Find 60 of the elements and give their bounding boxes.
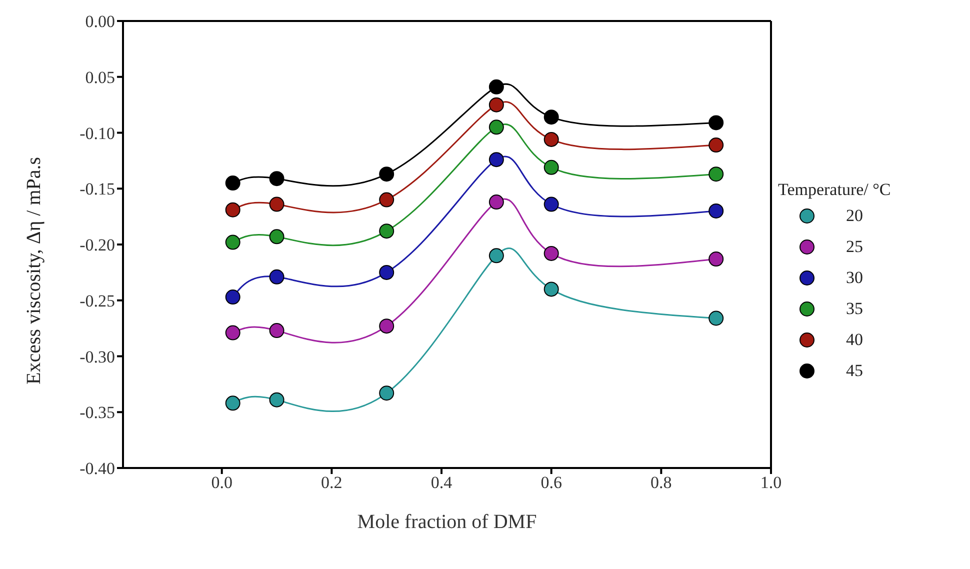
point <box>269 323 284 338</box>
x-tick-label: 1.0 <box>760 473 782 492</box>
legend-label: 40 <box>846 330 863 350</box>
x-tick-label: 0.6 <box>540 473 562 492</box>
y-tick-label: -0.35 <box>80 403 115 422</box>
point <box>544 196 559 212</box>
y-tick-label: -0.40 <box>80 459 115 478</box>
point <box>379 166 394 182</box>
legend-label: 35 <box>846 298 863 318</box>
point <box>488 194 504 210</box>
y-axis-title: Excess viscosity, Δη / mPa.s <box>23 156 46 384</box>
legend-label: 20 <box>846 206 863 226</box>
point <box>225 396 240 411</box>
point <box>708 310 724 326</box>
point <box>269 171 284 186</box>
point <box>225 290 240 305</box>
point <box>488 79 504 94</box>
legend-label: 25 <box>846 236 863 256</box>
y-tick-label: -0.20 <box>80 236 115 255</box>
point <box>708 115 724 130</box>
point <box>708 138 724 153</box>
point <box>544 132 559 147</box>
x-tick-label: 0.8 <box>650 473 672 492</box>
point <box>488 97 504 112</box>
x-tick-label: 0.0 <box>211 473 232 492</box>
point <box>269 269 284 284</box>
y-tick-label: -0.10 <box>80 124 115 143</box>
point <box>488 248 504 264</box>
point <box>225 176 240 191</box>
point <box>225 202 240 218</box>
x-tick-label: 0.2 <box>321 473 342 492</box>
point <box>708 252 724 267</box>
legend-title: Temperature/ °C <box>778 180 892 200</box>
point <box>269 392 284 408</box>
point <box>269 196 284 212</box>
point <box>379 224 394 239</box>
point <box>488 120 504 135</box>
point <box>225 325 240 340</box>
y-tick-label: -0.25 <box>80 291 115 310</box>
x-axis-title: Mole fraction of DMF <box>357 511 537 533</box>
point <box>488 152 504 168</box>
point <box>544 160 559 175</box>
point <box>379 318 394 334</box>
x-tick-label: 0.4 <box>430 473 453 492</box>
y-tick-label: 0.00 <box>85 12 115 32</box>
y-tick-label: 0.05 <box>85 68 115 87</box>
legend-label: 30 <box>846 268 863 288</box>
point <box>544 246 559 261</box>
legend-label: 45 <box>846 360 863 380</box>
point <box>225 234 240 250</box>
point <box>269 229 284 244</box>
y-tick-label: -0.30 <box>80 347 115 366</box>
point <box>379 264 394 280</box>
point <box>544 282 559 297</box>
point <box>379 386 394 401</box>
point <box>708 166 724 182</box>
y-tick-label: -0.15 <box>80 180 115 199</box>
point <box>544 110 559 125</box>
point <box>708 203 724 218</box>
point <box>379 192 394 208</box>
